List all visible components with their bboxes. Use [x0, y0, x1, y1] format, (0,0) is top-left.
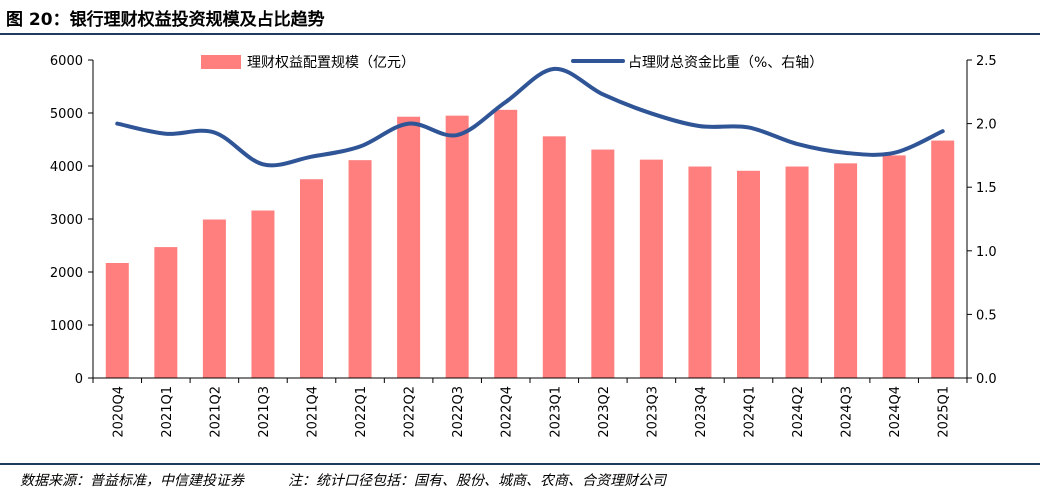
bar-2021Q1: [154, 247, 178, 378]
bar-2024Q3: [834, 163, 858, 378]
bar-2021Q3: [251, 210, 275, 378]
x-tick-label-2024Q3: 2024Q3: [840, 386, 855, 438]
x-tick-label-2022Q4: 2022Q4: [500, 386, 515, 438]
x-tick-label-2021Q4: 2021Q4: [306, 386, 321, 438]
bar-2022Q3: [445, 115, 469, 379]
x-tick-labels: 2020Q4 2021Q1 2021Q2 2021Q3 2021Q4 2022Q1 2022…: [111, 386, 951, 438]
x-tick-label-2023Q4: 2023Q4: [694, 386, 709, 438]
bar-2024Q1: [737, 170, 760, 378]
ratio-line: [115, 66, 945, 168]
y-right-tick-label: 2.5: [976, 54, 997, 69]
bar-2023Q3: [639, 159, 663, 378]
y-right-tick-label: 1.5: [976, 181, 997, 196]
bar-2023Q4: [688, 166, 712, 378]
y-right-tick-label: 0.5: [976, 308, 997, 323]
x-tick-label-2023Q2: 2023Q2: [597, 386, 612, 438]
legend-bar-label: 理财权益配置规模（亿元）: [247, 55, 415, 71]
y-right-tick-label: 0.0: [976, 372, 997, 387]
x-tick-label-2024Q2: 2024Q2: [791, 386, 806, 438]
y-left-tick-label: 1000: [50, 319, 83, 334]
x-tick-label-2021Q2: 2021Q2: [208, 386, 223, 438]
x-tick-label-2022Q1: 2022Q1: [354, 386, 369, 438]
y-left-tick-label: 3000: [50, 213, 83, 228]
x-tick-label-2025Q1: 2025Q1: [937, 386, 952, 438]
footer: 数据来源：普益标准，中信建投证券 注：统计口径包括：国有、股份、城商、农商、合资理…: [20, 470, 666, 490]
legend: 理财权益配置规模（亿元） 占理财总资金比重（%、右轴）: [201, 55, 823, 71]
x-tick-label-2021Q3: 2021Q3: [257, 386, 272, 438]
y-left-tick-label: 0: [75, 372, 83, 387]
bar-2022Q1: [348, 160, 372, 378]
footer-rule: [0, 463, 1040, 465]
y-left-tick-label: 5000: [50, 107, 83, 122]
y-left-tick-label: 6000: [50, 54, 83, 69]
y-left-tick-label: 4000: [50, 160, 83, 175]
bar-2024Q4: [882, 155, 906, 378]
x-tick-label-2024Q1: 2024Q1: [743, 386, 758, 438]
x-tick-label-2020Q4: 2020Q4: [111, 386, 126, 438]
chart: 0 1000 2000 3000 4000 5000 6000 0.0 0.5 1.0 1.5 2.0…: [50, 54, 997, 438]
source-text: 数据来源：普益标准，中信建投证券: [20, 473, 244, 489]
bar-2020Q4: [105, 262, 129, 378]
bar-2024Q2: [785, 166, 809, 378]
note-text: 注：统计口径包括：国有、股份、城商、农商、合资理财公司: [288, 473, 666, 489]
bar-2021Q4: [300, 179, 323, 378]
x-tick-label-2022Q2: 2022Q2: [403, 386, 418, 438]
bar-series: [105, 109, 955, 379]
bar-2021Q2: [202, 219, 226, 378]
x-tick-label-2022Q3: 2022Q3: [451, 386, 466, 438]
axes: 0 1000 2000 3000 4000 5000 6000 0.0 0.5 1.0 1.5 2.0…: [50, 54, 997, 387]
x-tick-label-2023Q1: 2023Q1: [548, 386, 563, 438]
bar-2022Q4: [494, 109, 518, 378]
y-right-tick-label: 1.0: [976, 245, 997, 260]
figure-title: 图 20：银行理财权益投资规模及占比趋势: [6, 10, 325, 30]
x-tick-label-2021Q1: 2021Q1: [160, 386, 175, 438]
bar-2023Q2: [591, 149, 615, 378]
y-left-tick-label: 2000: [50, 266, 83, 281]
x-tick-label-2024Q4: 2024Q4: [888, 386, 903, 438]
legend-line-label: 占理财总资金比重（%、右轴）: [628, 55, 823, 71]
bar-2025Q1: [931, 140, 955, 378]
x-tick-label-2023Q3: 2023Q3: [645, 386, 660, 438]
y-right-tick-label: 2.0: [976, 118, 997, 133]
bar-2022Q2: [397, 116, 421, 379]
legend-bar-swatch: [201, 55, 241, 69]
bar-2023Q1: [542, 136, 566, 378]
title-rule: [0, 33, 1040, 35]
